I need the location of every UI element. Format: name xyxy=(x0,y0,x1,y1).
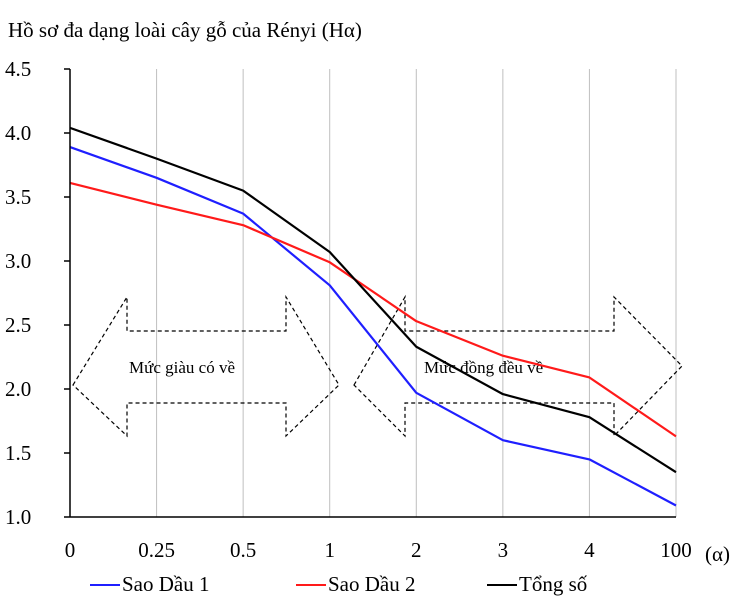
x-tick-label: 4 xyxy=(584,538,595,562)
legend-label: Sao Dầu 2 xyxy=(328,572,416,596)
legend-label: Sao Dầu 1 xyxy=(122,572,210,596)
legend: Sao Dầu 1 Sao Dầu 2 Tổng số xyxy=(0,572,744,604)
series-line-3 xyxy=(69,126,677,474)
grid-layer xyxy=(156,69,677,517)
y-tick-label: 4.0 xyxy=(5,121,31,145)
annotation-arrow-2 xyxy=(353,294,683,438)
legend-swatch xyxy=(296,583,326,586)
y-tick-label: 2.0 xyxy=(5,377,31,401)
x-tick-label: 0 xyxy=(65,538,76,562)
annotation-layer: Mức giàu có về Mức đồng đều về xyxy=(72,294,683,438)
series-layer xyxy=(69,126,677,507)
legend-item-1: Sao Dầu 1 xyxy=(90,572,210,597)
legend-label: Tổng số xyxy=(519,572,588,596)
x-tick-label: 3 xyxy=(498,538,509,562)
axis-layer xyxy=(64,68,676,518)
y-tick-label: 2.5 xyxy=(5,313,31,337)
legend-swatch xyxy=(487,583,517,586)
chart-plot: Mức giàu có về Mức đồng đều về 1.0 1.5 2.0 2… xyxy=(5,57,730,566)
annotation-label-2: Mức đồng đều về xyxy=(424,358,543,377)
annotation-label-1: Mức giàu có về xyxy=(129,358,235,377)
legend-swatch xyxy=(90,583,120,586)
series-line-1 xyxy=(69,146,677,507)
legend-item-3: Tổng số xyxy=(487,572,587,597)
label-layer: 1.0 1.5 2.0 2.5 3.0 3.5 4.0 4.5 0 0.25 0.5 1 2 3 4 100 (… xyxy=(5,57,730,566)
x-tick-label: 2 xyxy=(411,538,422,562)
x-axis-label: (α) xyxy=(705,542,730,566)
x-tick-label: 1 xyxy=(324,538,335,562)
series-line-2 xyxy=(69,181,677,438)
y-tick-label: 3.5 xyxy=(5,185,31,209)
legend-item-2: Sao Dầu 2 xyxy=(296,572,416,597)
chart-title: Hồ sơ đa dạng loài cây gỗ của Rényi (Hα) xyxy=(8,18,362,42)
x-tick-label: 0.25 xyxy=(138,538,175,562)
y-tick-label: 1.0 xyxy=(5,505,31,529)
y-tick-label: 3.0 xyxy=(5,249,31,273)
y-tick-label: 1.5 xyxy=(5,441,31,465)
x-tick-label: 100 xyxy=(660,538,692,562)
x-tick-label: 0.5 xyxy=(230,538,256,562)
annotation-arrow-1 xyxy=(72,294,340,438)
y-tick-label: 4.5 xyxy=(5,57,31,81)
